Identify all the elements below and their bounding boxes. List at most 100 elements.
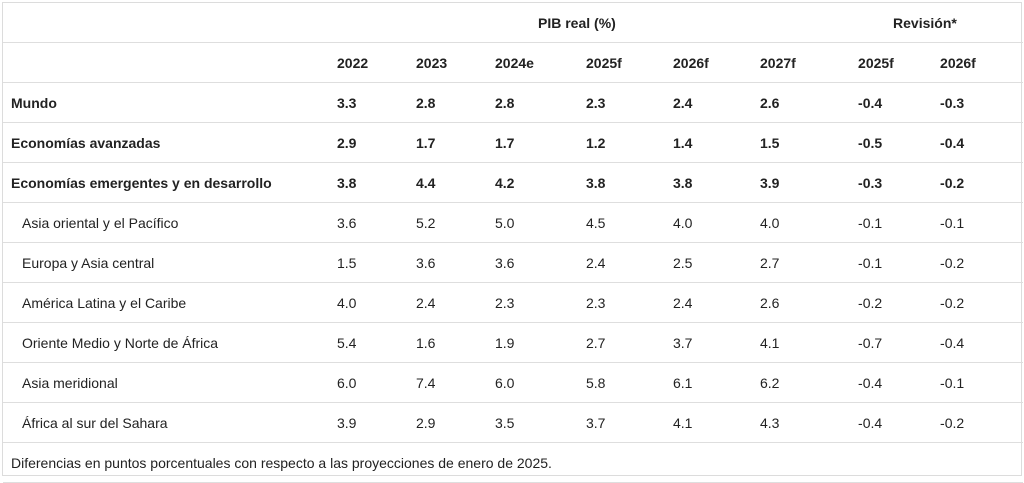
revision-cell: -0.2 xyxy=(930,402,1024,443)
year-header-row: 2022 2023 2024e 2025f 2026f 2027f 2025f … xyxy=(3,42,1024,83)
revision-cell: -0.2 xyxy=(930,162,1024,203)
revision-cell: -0.3 xyxy=(848,162,931,203)
table-row: Economías avanzadas 2.9 1.7 1.7 1.2 1.4 1.5 -0.… xyxy=(3,122,1024,163)
gdp-value-cell: 2.6 xyxy=(750,282,849,323)
gdp-value-cell: 2.4 xyxy=(663,282,750,323)
gdp-value-cell: 4.0 xyxy=(750,202,849,243)
revision-year-header: 2026f xyxy=(930,42,1024,83)
row-label: Economías avanzadas xyxy=(3,122,329,163)
gdp-value-cell: 2.7 xyxy=(750,242,849,283)
gdp-value-cell: 3.7 xyxy=(576,402,663,443)
gdp-value-cell: 1.7 xyxy=(485,122,576,163)
revision-cell: -0.4 xyxy=(848,402,931,443)
gdp-value-cell: 5.8 xyxy=(576,362,663,403)
gdp-value-cell: 1.6 xyxy=(407,322,485,363)
year-header: 2023 xyxy=(407,42,485,83)
gdp-value-cell: 2.4 xyxy=(407,282,485,323)
gdp-value-cell: 3.7 xyxy=(663,322,750,363)
gdp-forecast-table: PIB real (%) Revisión* 2022 2023 2024e 2… xyxy=(3,3,1024,483)
gdp-value-cell: 3.5 xyxy=(485,402,576,443)
revision-cell: -0.1 xyxy=(848,202,931,243)
gdp-value-cell: 4.2 xyxy=(485,162,576,203)
gdp-value-cell: 3.9 xyxy=(329,402,407,443)
footnote-row: Diferencias en puntos porcentuales con r… xyxy=(3,442,1024,483)
gdp-value-cell: 4.1 xyxy=(663,402,750,443)
gdp-value-cell: 3.8 xyxy=(663,162,750,203)
gdp-value-cell: 2.8 xyxy=(407,82,485,123)
table-row: Economías emergentes y en desarrollo 3.8 4… xyxy=(3,162,1024,203)
revision-cell: -0.2 xyxy=(930,242,1024,283)
gdp-value-cell: 2.9 xyxy=(329,122,407,163)
revision-year-header: 2025f xyxy=(848,42,931,83)
gdp-value-cell: 1.4 xyxy=(663,122,750,163)
gdp-value-cell: 4.3 xyxy=(750,402,849,443)
gdp-value-cell: 2.3 xyxy=(576,282,663,323)
gdp-value-cell: 2.3 xyxy=(485,282,576,323)
gdp-value-cell: 4.4 xyxy=(407,162,485,203)
gdp-value-cell: 2.4 xyxy=(576,242,663,283)
row-label: Europa y Asia central xyxy=(3,242,329,283)
revision-cell: -0.7 xyxy=(848,322,931,363)
gdp-value-cell: 1.5 xyxy=(750,122,849,163)
label-column-subheader xyxy=(3,42,329,83)
revision-cell: -0.5 xyxy=(848,122,931,163)
gdp-value-cell: 3.6 xyxy=(485,242,576,283)
group-header-row: PIB real (%) Revisión* xyxy=(3,3,1024,43)
gdp-value-cell: 2.9 xyxy=(407,402,485,443)
row-label: Oriente Medio y Norte de África xyxy=(3,322,329,363)
revision-cell: -0.1 xyxy=(930,202,1024,243)
table-row: América Latina y el Caribe 4.0 2.4 2.3 2.3 2.… xyxy=(3,282,1024,323)
gdp-value-cell: 2.8 xyxy=(485,82,576,123)
gdp-value-cell: 6.2 xyxy=(750,362,849,403)
revision-cell: -0.4 xyxy=(930,322,1024,363)
pib-group-header: PIB real (%) xyxy=(329,3,849,43)
gdp-value-cell: 2.5 xyxy=(663,242,750,283)
gdp-value-cell: 6.0 xyxy=(485,362,576,403)
table-row: Oriente Medio y Norte de África 5.4 1.6 1.9… xyxy=(3,322,1024,363)
gdp-value-cell: 4.0 xyxy=(663,202,750,243)
revision-cell: -0.4 xyxy=(848,82,931,123)
row-label: América Latina y el Caribe xyxy=(3,282,329,323)
table-row: Asia oriental y el Pacífico 3.6 5.2 5.0 4.5 4… xyxy=(3,202,1024,243)
row-label: Mundo xyxy=(3,82,329,123)
gdp-value-cell: 3.3 xyxy=(329,82,407,123)
gdp-value-cell: 2.3 xyxy=(576,82,663,123)
revision-cell: -0.1 xyxy=(930,362,1024,403)
row-label: Asia meridional xyxy=(3,362,329,403)
revision-cell: -0.3 xyxy=(930,82,1024,123)
gdp-value-cell: 6.0 xyxy=(329,362,407,403)
revision-cell: -0.1 xyxy=(848,242,931,283)
row-label: África al sur del Sahara xyxy=(3,402,329,443)
table-row: África al sur del Sahara 3.9 2.9 3.5 3.7 4.1 4… xyxy=(3,402,1024,443)
gdp-value-cell: 7.4 xyxy=(407,362,485,403)
table-row: Europa y Asia central 1.5 3.6 3.6 2.4 2.5 2.7-… xyxy=(3,242,1024,283)
gdp-value-cell: 4.5 xyxy=(576,202,663,243)
gdp-value-cell: 3.9 xyxy=(750,162,849,203)
revision-cell: -0.4 xyxy=(848,362,931,403)
gdp-value-cell: 4.1 xyxy=(750,322,849,363)
row-label: Asia oriental y el Pacífico xyxy=(3,202,329,243)
revision-cell: -0.2 xyxy=(848,282,931,323)
revision-cell: -0.2 xyxy=(930,282,1024,323)
gdp-value-cell: 1.2 xyxy=(576,122,663,163)
year-header: 2025f xyxy=(576,42,663,83)
gdp-value-cell: 3.8 xyxy=(576,162,663,203)
gdp-value-cell: 5.2 xyxy=(407,202,485,243)
gdp-value-cell: 3.6 xyxy=(329,202,407,243)
gdp-value-cell: 1.9 xyxy=(485,322,576,363)
year-header: 2022 xyxy=(329,42,407,83)
table-row: Asia meridional 6.0 7.4 6.0 5.8 6.1 6.2 -0.4 -0.… xyxy=(3,362,1024,403)
gdp-value-cell: 2.7 xyxy=(576,322,663,363)
revision-cell: -0.4 xyxy=(930,122,1024,163)
revision-group-header: Revisión* xyxy=(848,3,1024,43)
gdp-value-cell: 2.6 xyxy=(750,82,849,123)
gdp-value-cell: 5.0 xyxy=(485,202,576,243)
gdp-value-cell: 1.7 xyxy=(407,122,485,163)
gdp-value-cell: 3.6 xyxy=(407,242,485,283)
row-label: Economías emergentes y en desarrollo xyxy=(3,162,329,203)
gdp-value-cell: 3.8 xyxy=(329,162,407,203)
label-column-header xyxy=(3,3,329,43)
gdp-value-cell: 5.4 xyxy=(329,322,407,363)
table-row: Mundo 3.3 2.8 2.8 2.3 2.4 2.6 -0.4 -0.3 xyxy=(3,82,1024,123)
